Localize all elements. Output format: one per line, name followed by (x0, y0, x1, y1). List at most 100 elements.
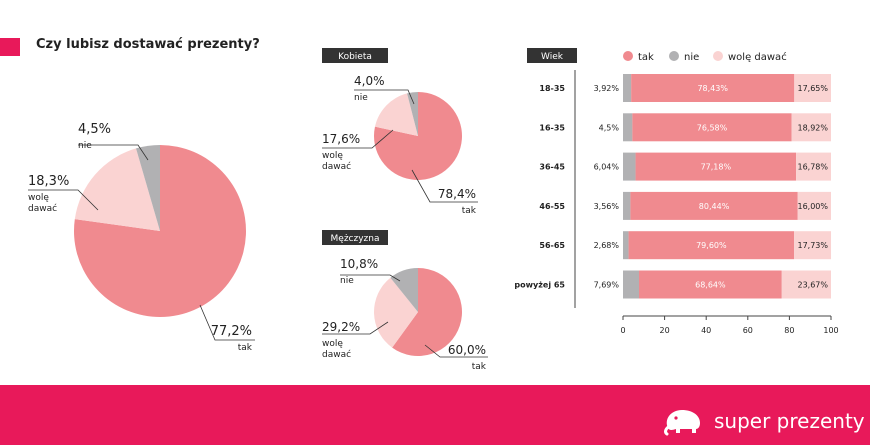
bar-label-nie-3: 3,56% (594, 202, 620, 211)
x-tick-label-3: 60 (743, 326, 753, 335)
bar-label-wole-5: 23,67% (797, 281, 828, 290)
footer-band (0, 385, 870, 445)
bar-label-nie-0: 3,92% (594, 84, 620, 93)
bar-nie-4 (623, 231, 629, 260)
pie0-value-tak: 77,2% (211, 324, 252, 339)
pie1-leader-nie (354, 89, 415, 105)
wiek-title-box (527, 48, 577, 63)
bar-wole-4 (794, 231, 832, 260)
pie2-leader-wole (322, 321, 389, 335)
pie2-name-wole-0: wolę (322, 339, 343, 349)
x-tick-label-4: 80 (784, 326, 794, 335)
pie2-value-nie: 10,8% (340, 257, 378, 271)
legend-label-nie: nie (684, 52, 699, 63)
pie0-leader-wole (28, 189, 99, 211)
pie2-name-wole-1: dawać (322, 349, 351, 360)
pie1-name-nie-0: nie (354, 93, 368, 103)
bar-label-wole-1: 18,92% (797, 123, 828, 132)
bar-category-3: 46-55 (539, 202, 565, 211)
bar-wole-1 (791, 113, 831, 142)
legend-label-wole: wolę dawać (728, 51, 787, 63)
kobieta-title-box (322, 48, 388, 63)
pie1-leader-wole (322, 129, 394, 149)
legend-marker-wole (713, 51, 723, 61)
wiek-title: Wiek (541, 52, 564, 62)
pie0-slice-nie (136, 145, 160, 231)
bar-nie-1 (623, 113, 633, 142)
bar-label-nie-1: 4,5% (599, 123, 620, 132)
bar-wole-3 (797, 191, 831, 220)
pie2-value-wole: 29,2% (322, 320, 360, 334)
pie0-name-wole-0: wolę (28, 193, 49, 203)
bar-category-4: 56-65 (539, 241, 565, 250)
bar-nie-0 (623, 74, 632, 102)
bar-wole-0 (794, 74, 831, 102)
bar-nie-2 (623, 152, 636, 181)
bar-label-tak-3: 80,44% (699, 202, 730, 211)
pie1-value-tak: 78,4% (438, 187, 476, 201)
legend-marker-tak (623, 51, 633, 61)
pie2-value-tak: 60,0% (448, 343, 486, 357)
pie2-leader-tak (424, 344, 488, 358)
pie0-slice-wole (74, 148, 160, 231)
bar-label-wole-4: 17,73% (797, 241, 828, 250)
bar-category-5: powyżej 65 (514, 281, 565, 290)
bar-category-2: 36-45 (539, 163, 565, 172)
x-tick-label-1: 20 (660, 326, 670, 335)
pie1-value-nie: 4,0% (354, 74, 385, 88)
pie0-name-nie-0: nie (78, 141, 92, 151)
bar-label-nie-4: 2,68% (594, 241, 620, 250)
pie2-slice-tak (392, 268, 462, 356)
x-tick-label-2: 40 (701, 326, 711, 335)
x-tick-label-5: 100 (823, 326, 838, 335)
bar-tak-1 (632, 113, 792, 142)
bar-tak-5 (639, 270, 782, 299)
brand-name: super prezenty (714, 409, 865, 433)
bar-tak-0 (631, 74, 795, 102)
mezczyzna-title: Mężczyzna (331, 234, 380, 244)
pie1-value-wole: 17,6% (322, 132, 360, 146)
mezczyzna-title-box (322, 230, 388, 245)
pie0-value-wole: 18,3% (28, 174, 69, 189)
pie0-leader-nie (78, 144, 149, 161)
bar-label-tak-4: 79,60% (696, 241, 727, 250)
bar-nie-5 (623, 270, 639, 299)
bar-category-0: 18-35 (539, 84, 565, 93)
pie1-slice-tak (373, 92, 462, 180)
brand-logo[interactable]: super prezenty (662, 406, 865, 436)
elephant-icon (664, 410, 700, 436)
pie0-value-nie: 4,5% (78, 122, 111, 137)
page-title: Czy lubisz dostawać prezenty? (36, 37, 260, 52)
pie2-name-tak-0: tak (472, 362, 487, 372)
pie1-name-wole-0: wolę (322, 151, 343, 161)
pie1-slice-nie (407, 91, 418, 136)
pie2-name-nie-0: nie (340, 276, 354, 286)
pie0-slice-tak (73, 145, 246, 317)
bar-category-1: 16-35 (539, 123, 565, 132)
bar-nie-3 (623, 191, 631, 220)
bar-tak-3 (630, 191, 798, 220)
bar-tak-4 (628, 231, 795, 260)
bar-label-tak-1: 76,58% (697, 123, 728, 132)
pie0-name-wole-1: dawać (28, 203, 57, 214)
x-tick-label-0: 0 (620, 326, 625, 335)
legend-label-tak: tak (638, 52, 654, 63)
bar-wole-5 (781, 270, 831, 299)
bar-label-wole-2: 16,78% (797, 163, 828, 172)
bar-label-wole-3: 16,00% (797, 202, 828, 211)
bar-label-tak-0: 78,43% (697, 84, 728, 93)
pie2-leader-nie (340, 274, 401, 282)
pie0-name-tak-0: tak (238, 343, 253, 353)
kobieta-title: Kobieta (338, 52, 372, 62)
bar-label-wole-0: 17,65% (797, 84, 828, 93)
title-accent-bar (0, 38, 20, 56)
bar-wole-2 (796, 152, 831, 181)
pie1-leader-tak (411, 169, 478, 203)
pie1-name-tak-0: tak (462, 206, 477, 216)
pie1-slice-wole (375, 93, 418, 136)
bar-label-nie-5: 7,69% (594, 281, 620, 290)
bar-tak-2 (635, 152, 797, 181)
legend-marker-nie (669, 51, 679, 61)
bar-label-nie-2: 6,04% (594, 163, 620, 172)
